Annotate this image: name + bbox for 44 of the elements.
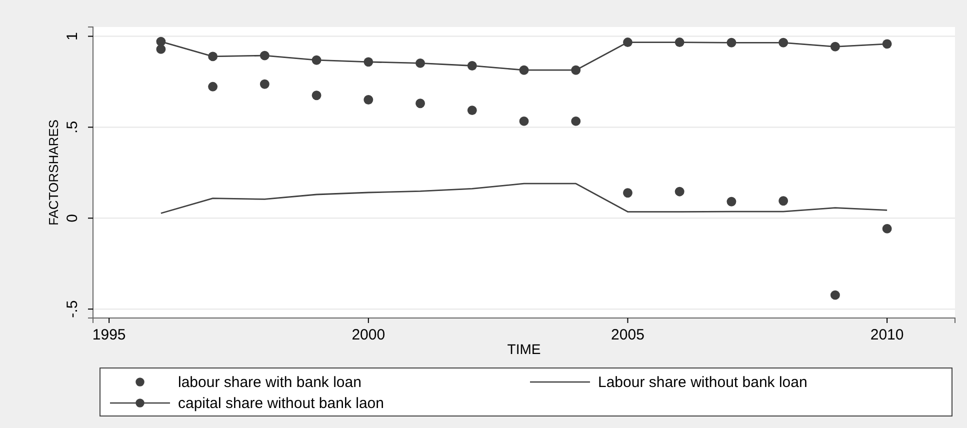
point (726, 196, 736, 206)
point (260, 79, 270, 89)
point (467, 106, 477, 116)
point (571, 65, 581, 75)
point (519, 116, 529, 126)
point (778, 196, 788, 206)
point (519, 65, 529, 75)
x-tick-label: 1995 (92, 326, 126, 344)
x-axis-title: TIME (507, 341, 541, 357)
legend-label: capital share without bank laon (178, 395, 384, 412)
point (312, 55, 322, 65)
line-series (160, 182, 888, 214)
point (467, 61, 477, 70)
point (830, 42, 840, 52)
point (778, 38, 788, 48)
point (364, 95, 374, 104)
point (156, 44, 166, 54)
point (364, 57, 374, 67)
x-tick-label: 2000 (352, 326, 386, 344)
point (623, 38, 632, 47)
point (623, 188, 632, 198)
point (674, 38, 684, 47)
point (416, 58, 425, 68)
point (156, 36, 166, 46)
point (260, 50, 270, 60)
y-tick-label: 1 (64, 32, 81, 40)
point (416, 98, 425, 108)
x-tick-label: 2005 (611, 326, 644, 344)
x-tick-label: 2010 (870, 326, 904, 344)
y-tick-label: 0 (64, 214, 81, 222)
y-tick-label: -.5 (64, 300, 81, 318)
point (882, 224, 892, 234)
legend-label: Labour share without bank loan (598, 374, 808, 391)
point (312, 90, 322, 100)
point (674, 186, 684, 196)
point (830, 290, 840, 300)
point (571, 116, 581, 126)
legend-label: labour share with bank loan (178, 374, 362, 391)
y-tick-label: .5 (64, 120, 81, 134)
point (208, 82, 218, 92)
point (208, 52, 218, 62)
point (726, 38, 736, 48)
y-axis-title: FACTORSHARES (46, 119, 61, 226)
point (882, 39, 892, 49)
